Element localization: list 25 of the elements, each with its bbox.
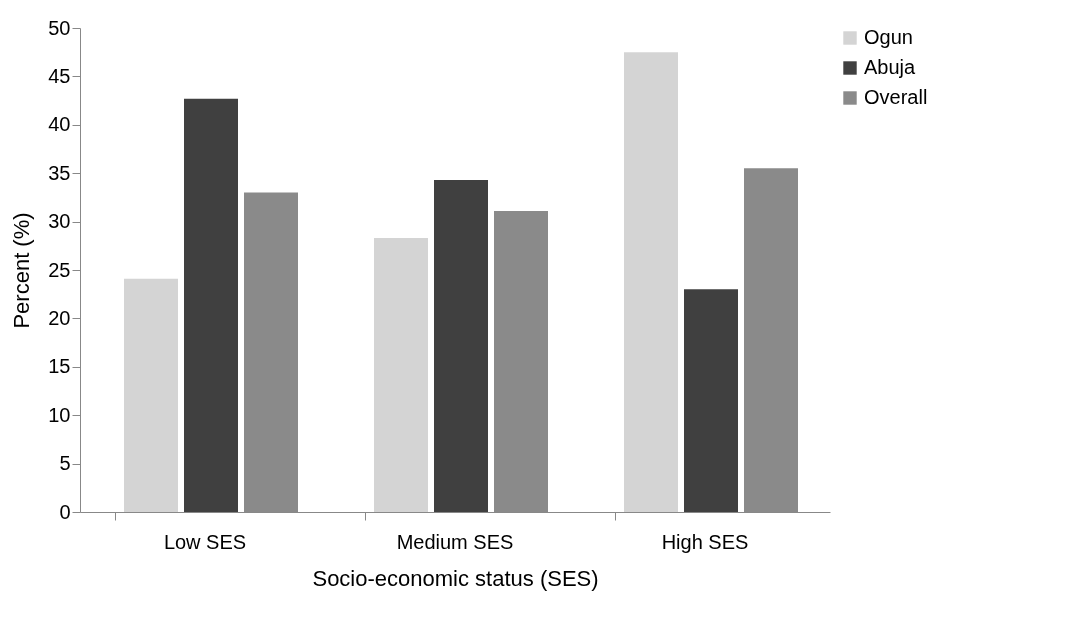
- y-tick-label: 10: [48, 403, 71, 426]
- y-tick-label: 20: [48, 306, 71, 329]
- x-tick-label: Medium SES: [396, 530, 514, 553]
- bar: [624, 52, 678, 512]
- legend-label: Ogun: [864, 26, 913, 48]
- y-tick-label: 15: [48, 355, 71, 378]
- bar: [434, 179, 488, 512]
- y-tick-label: 5: [59, 452, 71, 475]
- y-axis-title: Percent (%): [9, 212, 35, 329]
- y-tick-label: 0: [59, 500, 71, 523]
- x-tick-label: High SES: [661, 530, 749, 553]
- legend-label: Overall: [864, 86, 928, 108]
- y-tick-label: 25: [48, 258, 71, 281]
- x-tick-label: Low SES: [163, 530, 247, 553]
- bar: [184, 98, 238, 512]
- y-tick-label: 35: [48, 161, 71, 184]
- x-axis-title: Socio-economic status (SES): [312, 565, 599, 591]
- bar: [374, 238, 428, 512]
- y-tick-label: 40: [48, 113, 71, 136]
- y-tick-label: 45: [48, 64, 71, 87]
- y-tick-label: 30: [48, 210, 71, 233]
- legend-label: Abuja: [864, 56, 917, 78]
- bar: [684, 289, 738, 512]
- y-tick-label: 50: [48, 16, 71, 39]
- bar: [124, 278, 178, 512]
